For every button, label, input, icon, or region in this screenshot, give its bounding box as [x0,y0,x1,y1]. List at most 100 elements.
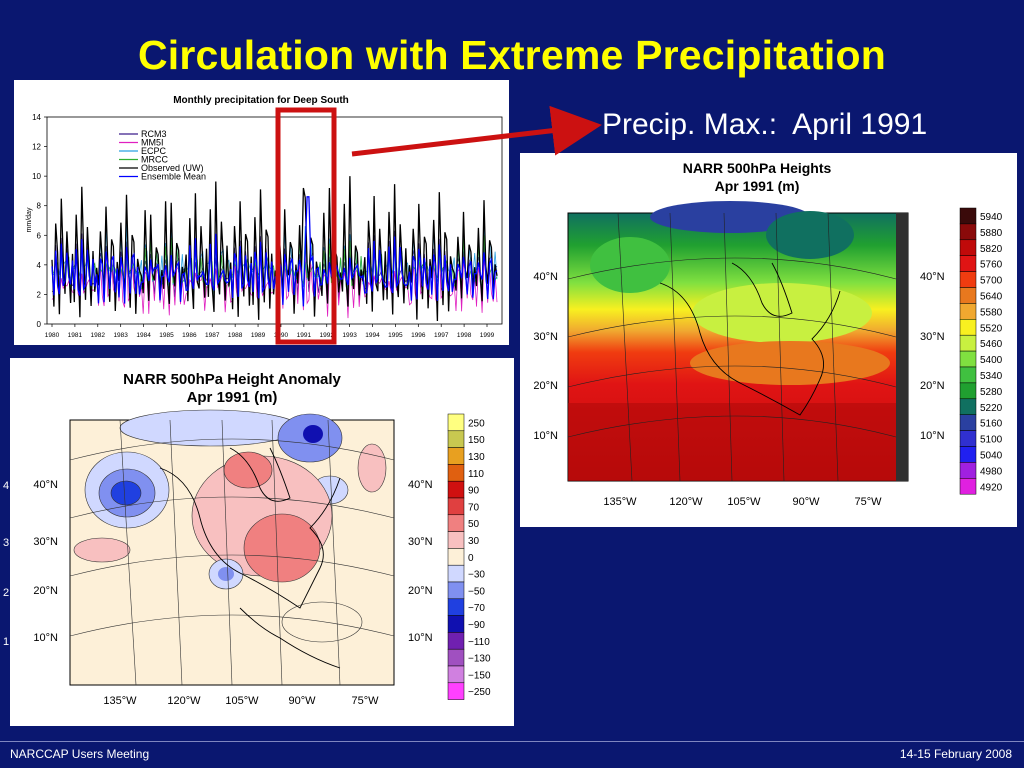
colorbar-label: 70 [468,502,480,513]
ts-x-tick-label: 1992 [320,332,335,339]
colorbar-label: 90 [468,486,480,497]
ts-x-tick-label: 1980 [45,332,60,339]
ts-x-tick-label: 1999 [480,332,495,339]
colorbar-swatch [447,480,465,499]
colorbar-swatch [447,497,465,516]
colorbar-swatch [959,398,977,415]
ts-x-tick-label: 1993 [342,332,357,339]
height-anomaly-map-panel: NARR 500hPa Height Anomaly Apr 1991 (m) [10,358,514,726]
ts-x-tick-label: 1983 [113,332,128,339]
colorbar-label: 5340 [980,371,1003,382]
anomaly-graticule [69,419,395,686]
footer-event: NARCCAP Users Meeting [10,747,150,761]
ts-chart-title: Monthly precipitation for Deep South [173,95,349,106]
ts-legend-label: MRCC [141,155,168,165]
ts-x-tick-label: 1996 [411,332,426,339]
colorbar-swatch [447,430,465,448]
colorbar-swatch [447,665,465,684]
anomaly-coastlines [159,447,341,669]
ts-y-axis-label: mm/day [26,207,33,232]
colorbar-swatch [959,414,977,431]
colorbar-label: −90 [468,620,485,631]
lat-label-right: 20°N [920,380,945,392]
ts-x-tick-label: 1990 [274,332,289,339]
lat-label-right: 40°N [408,479,433,491]
colorbar-swatch [959,239,977,256]
lat-label-left: 20°N [33,585,58,597]
footer-date: 14-15 February 2008 [899,747,1012,761]
ts-x-tick-label: 1991 [297,332,312,339]
height-map-panel: NARR 500hPa Heights Apr 1991 (m) [520,153,1017,527]
colorbar-label: 4980 [980,466,1003,477]
ts-legend-label: ECPC [141,146,167,156]
colorbar-swatch [447,413,465,432]
colorbar-swatch [447,632,465,650]
lat-label-right: 40°N [920,271,945,283]
colorbar-label: 5100 [980,435,1003,446]
margin-number: 1 [3,636,10,648]
lon-label: 90°W [792,496,820,508]
ts-x-tick-label: 1982 [91,332,106,339]
colorbar-label: 5880 [980,228,1003,239]
colorbar-label: −250 [468,687,491,698]
lon-label: 135°W [603,496,637,508]
ts-x-tick-label: 1985 [159,332,174,339]
colorbar-label: 5040 [980,450,1003,461]
height-anomaly-map: NARR 500hPa Height Anomaly Apr 1991 (m) [33,371,491,707]
height-graticule [567,212,897,482]
colorbar-label: 5400 [980,355,1003,366]
colorbar-label: 5940 [980,212,1003,223]
colorbar-swatch [959,350,977,368]
ts-x-tick-label: 1981 [68,332,83,339]
colorbar-swatch [447,564,465,583]
colorbar-label: 110 [468,469,484,480]
margin-number: 2 [3,587,10,599]
colorbar-label: 5760 [980,260,1003,271]
ts-legend-label: RCM3 [141,129,167,139]
ts-y-tick-label: 0 [37,320,42,329]
ts-y-tick-label: 14 [32,113,41,122]
anomaly-map-title: NARR 500hPa Height Anomaly [123,371,341,388]
colorbar-swatch [447,531,465,549]
ts-x-tick-label: 1986 [182,332,197,339]
ts-series-line [51,196,498,307]
ts-x-tick-label: 1995 [388,332,403,339]
colorbar-swatch [447,447,465,465]
lon-label: 105°W [727,496,761,508]
colorbar-swatch [959,462,977,479]
anomaly-map-subtitle: Apr 1991 (m) [187,389,278,406]
ts-plot-frame [46,116,503,325]
colorbar-swatch [959,287,977,304]
colorbar-label: 150 [468,435,485,446]
colorbar-label: −110 [468,637,490,648]
lat-label-left: 40°N [33,479,58,491]
lat-label-right: 20°N [408,585,433,597]
colorbar-label: −150 [468,670,491,681]
colorbar-swatch [959,478,977,495]
height-map-subtitle: Apr 1991 (m) [715,178,800,194]
colorbar-swatch [959,271,977,288]
colorbar-label: −50 [468,586,485,597]
lon-label: 120°W [669,496,703,508]
ts-x-tick-label: 1998 [457,332,472,339]
colorbar-label: 30 [468,536,480,547]
colorbar-label: 5700 [980,276,1003,287]
colorbar-label: −30 [468,570,485,581]
colorbar-label: 5160 [980,419,1003,430]
colorbar-label: 130 [468,452,485,463]
ts-x-tick-label: 1984 [136,332,151,339]
lon-label: 105°W [225,695,259,707]
colorbar-label: −130 [468,654,491,665]
lat-label-left: 20°N [533,380,558,392]
ts-x-tick-label: 1989 [251,332,266,339]
slide-title: Circulation with Extreme Precipitation [137,32,887,78]
colorbar-swatch [959,430,977,447]
ts-x-tick-label: 1994 [365,332,380,339]
ts-x-tick-label: 1987 [205,332,220,339]
colorbar-swatch [447,682,465,700]
colorbar-label: 4920 [980,482,1003,493]
lat-label-right: 30°N [920,331,945,343]
ts-legend-label: Observed (UW) [141,163,204,173]
ts-y-tick-label: 10 [32,172,41,181]
colorbar-label: 5520 [980,323,1003,334]
